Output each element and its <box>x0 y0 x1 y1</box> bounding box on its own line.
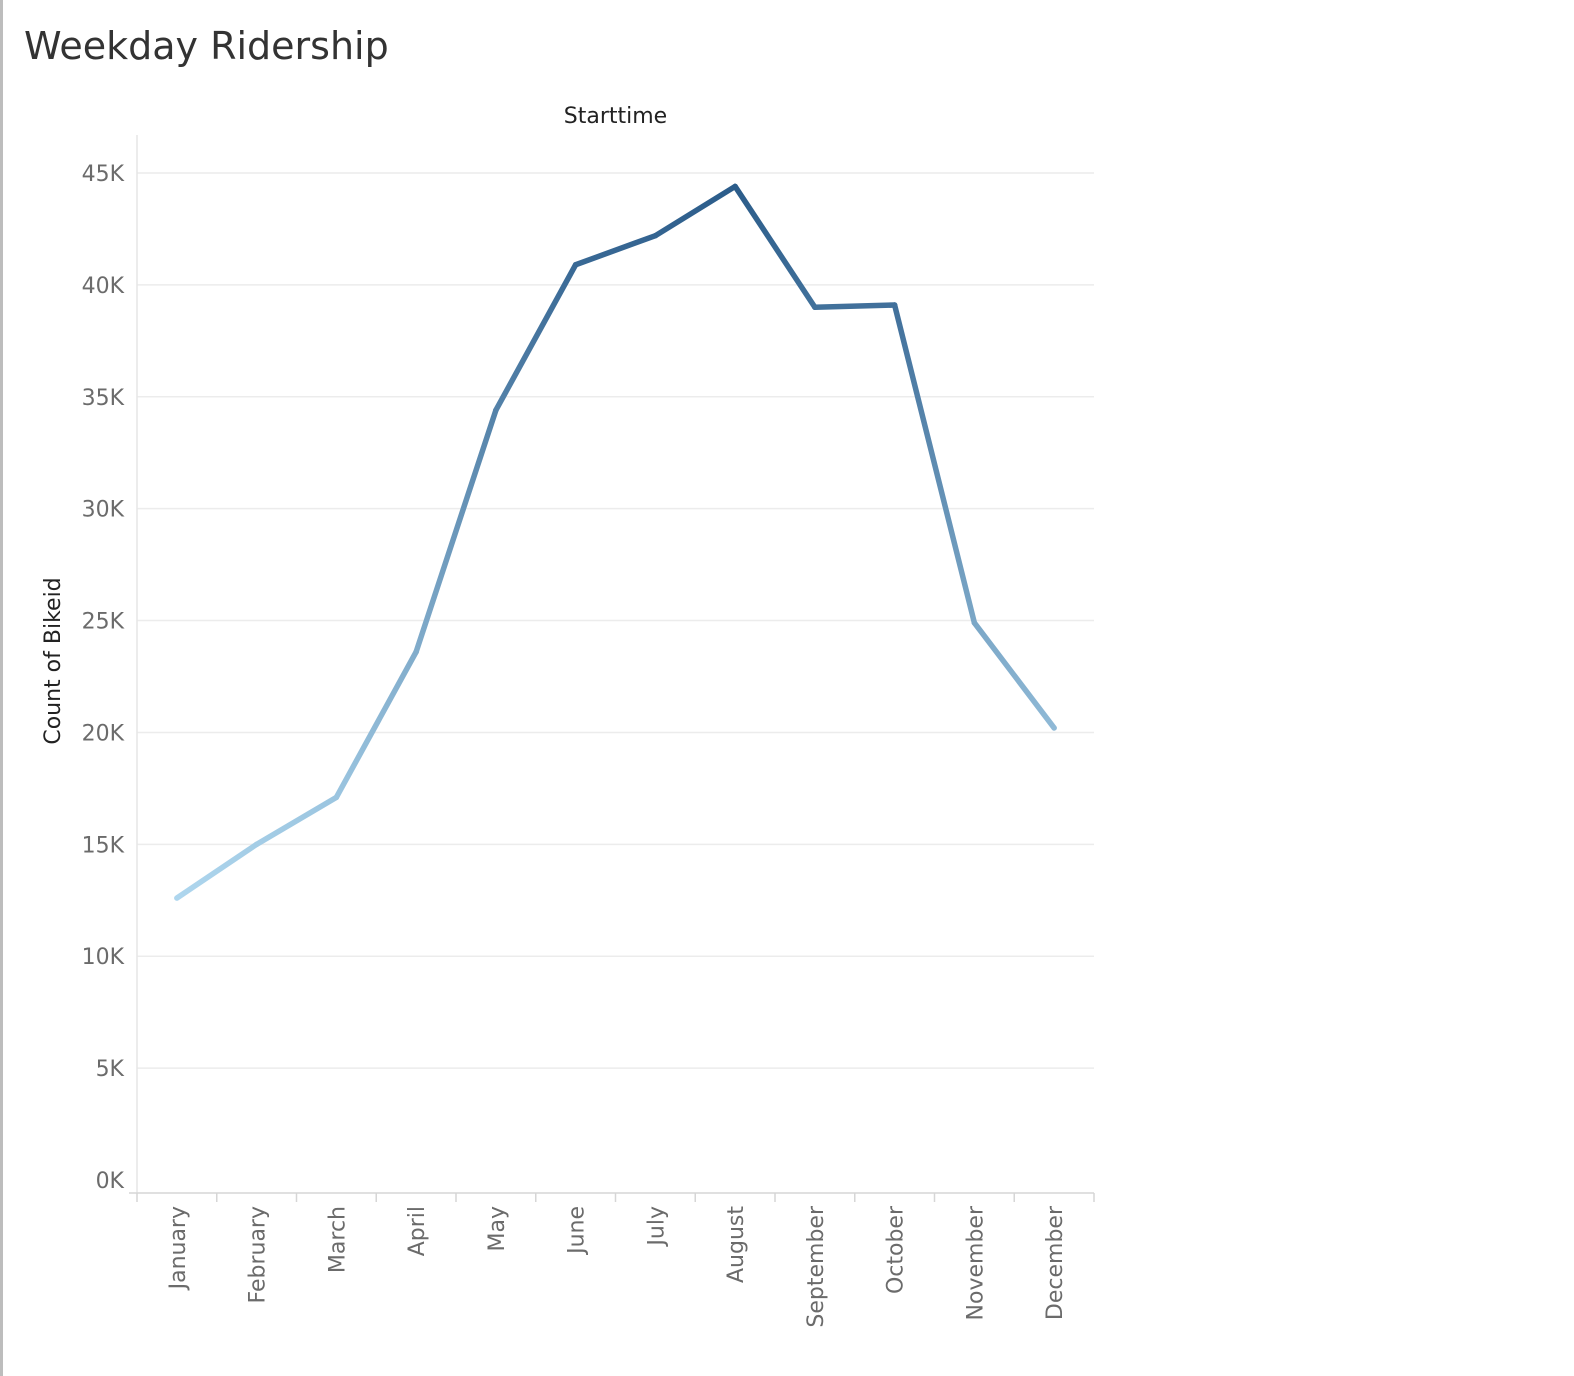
x-tick-label: August <box>724 1206 749 1283</box>
data-point[interactable] <box>812 304 818 310</box>
series-segment[interactable] <box>174 841 260 901</box>
y-tick-label: 35K <box>82 386 125 411</box>
x-axis-ticks: January February March April May June July Augu… <box>136 1193 1095 1328</box>
x-tick-label: June <box>565 1206 590 1256</box>
x-tick-label: December <box>1043 1205 1068 1320</box>
x-tick-label: November <box>963 1205 988 1320</box>
series-segment[interactable] <box>812 302 898 311</box>
series-segment[interactable] <box>493 261 579 413</box>
y-tick-label: 10K <box>82 945 125 970</box>
chart-title: Weekday Ridership <box>24 24 389 68</box>
series-segment[interactable] <box>652 183 738 239</box>
series-segment[interactable] <box>572 232 659 268</box>
data-point[interactable] <box>333 794 339 800</box>
y-axis-label: Count of Bikeid <box>41 577 66 744</box>
gridlines <box>137 172 1094 1069</box>
data-point[interactable] <box>971 620 977 626</box>
series-segment[interactable] <box>333 649 419 801</box>
window-left-border <box>0 0 3 1376</box>
x-tick-label: March <box>325 1206 350 1273</box>
y-tick-label: 25K <box>82 610 125 635</box>
data-point[interactable] <box>493 407 499 413</box>
data-point[interactable] <box>573 262 579 268</box>
series-line[interactable] <box>174 183 1057 901</box>
data-point[interactable] <box>413 649 419 655</box>
data-point[interactable] <box>892 302 898 308</box>
y-tick-label: 15K <box>82 833 125 858</box>
x-tick-label: May <box>485 1206 510 1251</box>
y-tick-label: 45K <box>82 162 125 187</box>
x-tick-label: February <box>246 1206 271 1304</box>
y-tick-label: 30K <box>82 498 125 523</box>
x-tick-label: September <box>804 1205 829 1328</box>
axes <box>129 135 1094 1194</box>
y-tick-label: 20K <box>82 721 125 746</box>
data-point[interactable] <box>732 183 738 190</box>
x-tick-label: October <box>884 1205 909 1294</box>
data-point[interactable] <box>1051 725 1057 731</box>
column-header: Starttime <box>564 104 667 129</box>
series-segment[interactable] <box>732 183 818 311</box>
y-axis-ticks: 0K 5K 10K 15K 20K 25K 30K 35K 40K 45K <box>82 162 125 1194</box>
x-tick-label: April <box>405 1206 430 1256</box>
y-tick-label: 40K <box>82 274 125 299</box>
y-tick-label: 0K <box>96 1169 125 1194</box>
series-segment[interactable] <box>971 620 1057 731</box>
series-segment[interactable] <box>253 794 340 848</box>
data-point[interactable] <box>174 895 180 901</box>
data-point[interactable] <box>254 841 260 847</box>
y-tick-label: 5K <box>96 1057 125 1082</box>
x-tick-label: July <box>644 1206 669 1248</box>
x-tick-label: January <box>166 1206 191 1291</box>
series-segment[interactable] <box>891 302 978 626</box>
data-point[interactable] <box>652 233 658 239</box>
series-segment[interactable] <box>413 407 499 655</box>
